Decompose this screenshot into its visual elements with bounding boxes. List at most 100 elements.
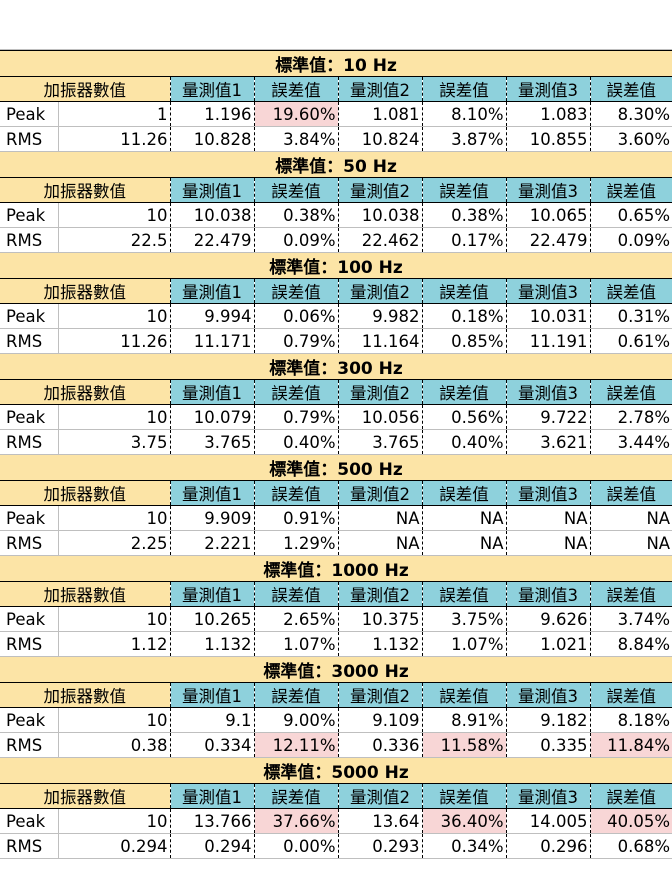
table-cell: NA — [337, 530, 422, 556]
section-title-row: 標準值：10 Hz — [0, 50, 672, 77]
table-cell: 10 — [57, 202, 170, 228]
table-cell: 3.765 — [169, 429, 254, 455]
table-row: RMS 0.294 0.294 0.00% 0.293 0.34% 0.296 0.68% — [0, 833, 672, 859]
table-cell: 8.91% — [421, 707, 506, 733]
table-cell: 9.1 — [169, 707, 254, 733]
table-cell: 37.66% — [253, 808, 338, 834]
row-label: Peak — [0, 101, 59, 127]
column-header: 誤差值 — [589, 480, 672, 506]
table-cell: 10.824 — [337, 126, 422, 152]
section-title: 標準值：3000 Hz — [0, 656, 672, 683]
column-header: 量測值2 — [337, 76, 422, 102]
table-cell: 3.60% — [589, 126, 672, 152]
column-header: 誤差值 — [421, 76, 506, 102]
table-row: RMS 22.5 22.479 0.09% 22.462 0.17% 22.479 0.09% — [0, 227, 672, 253]
section-title-row: 標準值：300 Hz — [0, 353, 672, 380]
column-header: 量測值1 — [169, 76, 254, 102]
table-cell: NA — [421, 530, 506, 556]
table-cell: 0.40% — [253, 429, 338, 455]
table-row: Peak 10 9.909 0.91% NA NA NA NA — [0, 505, 672, 531]
table-cell: 10.065 — [505, 202, 590, 228]
table-cell: 10.038 — [169, 202, 254, 228]
column-header: 誤差值 — [589, 783, 672, 809]
table-cell: 3.74% — [589, 606, 672, 632]
row-label: Peak — [0, 404, 59, 430]
column-header: 量測值1 — [169, 480, 254, 506]
shaker-value-header: 加振器數值 — [0, 783, 170, 809]
table-cell: 10 — [57, 303, 170, 329]
table-cell: 0.09% — [589, 227, 672, 253]
column-header: 量測值2 — [337, 480, 422, 506]
column-header: 量測值1 — [169, 379, 254, 405]
table-cell: 11.164 — [337, 328, 422, 354]
column-header-row: 加振器數值 量測值1 誤差值 量測值2 誤差值 量測值3 誤差值 — [0, 177, 672, 203]
column-header-row: 加振器數值 量測值1 誤差值 量測值2 誤差值 量測值3 誤差值 — [0, 682, 672, 708]
table-cell: 0.40% — [421, 429, 506, 455]
column-header: 誤差值 — [253, 177, 338, 203]
table-cell: 2.65% — [253, 606, 338, 632]
column-header: 量測值3 — [505, 682, 590, 708]
table-row: Peak 10 9.1 9.00% 9.109 8.91% 9.182 8.18% — [0, 707, 672, 733]
column-header-row: 加振器數值 量測值1 誤差值 量測值2 誤差值 量測值3 誤差值 — [0, 480, 672, 506]
table-cell: 1.081 — [337, 101, 422, 127]
table-cell: 9.982 — [337, 303, 422, 329]
shaker-value-header: 加振器數值 — [0, 76, 170, 102]
column-header: 誤差值 — [253, 682, 338, 708]
table-cell: 0.17% — [421, 227, 506, 253]
shaker-value-header: 加振器數值 — [0, 480, 170, 506]
table-cell: 11.58% — [421, 732, 506, 758]
table-cell: 10.265 — [169, 606, 254, 632]
table-cell: 10.056 — [337, 404, 422, 430]
table-cell: 0.34% — [421, 833, 506, 859]
table-cell: 3.621 — [505, 429, 590, 455]
section-title-row: 標準值：3000 Hz — [0, 656, 672, 683]
column-header: 誤差值 — [421, 682, 506, 708]
column-header: 誤差值 — [421, 581, 506, 607]
column-header: 誤差值 — [253, 783, 338, 809]
table-row: RMS 3.75 3.765 0.40% 3.765 0.40% 3.621 3.44% — [0, 429, 672, 455]
table-cell: 3.75% — [421, 606, 506, 632]
section-title: 標準值：300 Hz — [0, 353, 672, 380]
table-cell: 11.26 — [57, 328, 170, 354]
table-cell: 2.78% — [589, 404, 672, 430]
column-header: 誤差值 — [589, 278, 672, 304]
row-label: Peak — [0, 505, 59, 531]
table-cell: 0.38% — [421, 202, 506, 228]
table-cell: 8.18% — [589, 707, 672, 733]
table-cell: 0.00% — [253, 833, 338, 859]
table-cell: 0.294 — [169, 833, 254, 859]
column-header-row: 加振器數值 量測值1 誤差值 量測值2 誤差值 量測值3 誤差值 — [0, 278, 672, 304]
column-header: 誤差值 — [421, 278, 506, 304]
table-row: RMS 11.26 11.171 0.79% 11.164 0.85% 11.191 0.61… — [0, 328, 672, 354]
table-cell: 3.84% — [253, 126, 338, 152]
table-cell: 0.61% — [589, 328, 672, 354]
column-header: 量測值1 — [169, 682, 254, 708]
section-title-row: 標準值：1000 Hz — [0, 555, 672, 582]
table-cell: 10 — [57, 707, 170, 733]
row-label: Peak — [0, 707, 59, 733]
column-header: 量測值3 — [505, 177, 590, 203]
table-row: RMS 1.12 1.132 1.07% 1.132 1.07% 1.021 8.84% — [0, 631, 672, 657]
table-cell: 0.294 — [57, 833, 170, 859]
row-label: RMS — [0, 530, 59, 556]
column-header: 誤差值 — [589, 76, 672, 102]
table-cell: 22.462 — [337, 227, 422, 253]
table-cell: 10.031 — [505, 303, 590, 329]
table-row: RMS 11.26 10.828 3.84% 10.824 3.87% 10.855 3.60… — [0, 126, 672, 152]
table-cell: NA — [589, 505, 672, 531]
table-cell: 2.221 — [169, 530, 254, 556]
table-cell: 1.196 — [169, 101, 254, 127]
shaker-value-header: 加振器數值 — [0, 581, 170, 607]
column-header: 誤差值 — [589, 581, 672, 607]
table-cell: 0.56% — [421, 404, 506, 430]
column-header-row: 加振器數值 量測值1 誤差值 量測值2 誤差值 量測值3 誤差值 — [0, 379, 672, 405]
table-cell: 0.68% — [589, 833, 672, 859]
table-cell: 2.25 — [57, 530, 170, 556]
section-title: 標準值：500 Hz — [0, 454, 672, 481]
column-header: 量測值1 — [169, 278, 254, 304]
table-cell: 10 — [57, 404, 170, 430]
column-header: 誤差值 — [253, 581, 338, 607]
table-cell: 0.293 — [337, 833, 422, 859]
column-header-row: 加振器數值 量測值1 誤差值 量測值2 誤差值 量測值3 誤差值 — [0, 581, 672, 607]
column-header: 量測值3 — [505, 76, 590, 102]
